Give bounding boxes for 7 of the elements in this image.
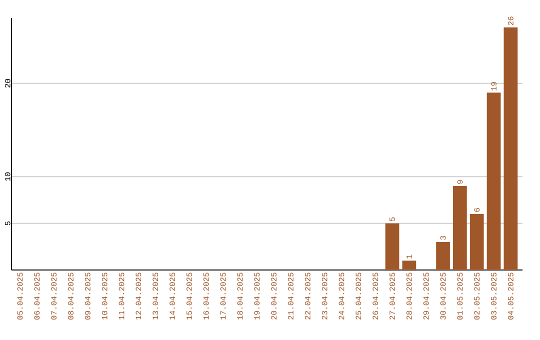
bar bbox=[453, 186, 467, 270]
bar bbox=[504, 27, 518, 270]
bar bbox=[385, 223, 400, 270]
bar bbox=[470, 214, 484, 270]
bar bbox=[402, 260, 416, 270]
bar bbox=[436, 242, 450, 270]
bar bbox=[486, 92, 501, 270]
